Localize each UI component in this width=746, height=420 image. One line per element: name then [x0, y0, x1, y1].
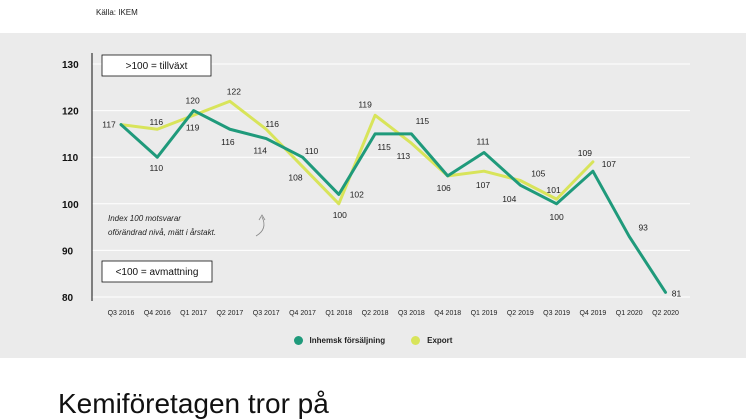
- data-label: 93: [638, 222, 648, 232]
- x-tick-label: Q3 2018: [398, 310, 425, 317]
- series-line-inhemsk: [119, 109, 667, 294]
- x-tick-label: Q4 2016: [144, 310, 171, 317]
- y-tick-label: 80: [62, 293, 74, 304]
- data-label: 119: [358, 99, 372, 109]
- data-label: 110: [305, 146, 319, 156]
- index-note-line2: oförändrad nivå, mätt i årstakt.: [108, 228, 216, 237]
- x-tick-labels: Q3 2016 Q4 2016 Q1 2017 Q2 2017 Q3 2017 Q4 20…: [108, 310, 679, 317]
- y-tick-label: 100: [62, 200, 79, 211]
- decline-box-text: <100 = avmattning: [116, 267, 199, 278]
- data-label: 81: [672, 288, 682, 298]
- data-label: 104: [502, 194, 516, 204]
- series-line-export: [119, 99, 595, 206]
- y-tick-label: 110: [62, 153, 79, 164]
- x-tick-label: Q1 2020: [616, 310, 643, 317]
- data-label: 100: [550, 212, 564, 222]
- data-label: 116: [265, 119, 279, 129]
- data-labels: 117 116 110 120 119 122 116 116 114 110 108 102 100 1…: [102, 86, 681, 298]
- y-tick-label: 90: [62, 246, 74, 257]
- x-tick-label: Q3 2016: [108, 310, 135, 317]
- data-label: 102: [350, 189, 364, 199]
- x-tick-label: Q3 2019: [543, 310, 570, 317]
- data-label: 114: [253, 146, 267, 156]
- x-tick-label: Q1 2018: [325, 310, 352, 317]
- series-lines: [119, 99, 667, 294]
- data-label: 110: [150, 163, 164, 173]
- legend-label: Export: [427, 336, 453, 345]
- legend-item-inhemsk: Inhemsk försäljning: [293, 336, 386, 345]
- data-label: 115: [377, 142, 391, 152]
- legend-dot-icon: [293, 336, 303, 345]
- chart-panel: 80 90 100 110 120 130 Q3 2016 Q4 2016 Q1 2017 Q2…: [0, 33, 746, 358]
- data-label: 100: [333, 210, 347, 220]
- legend-item-export: Export: [411, 336, 452, 345]
- x-tick-label: Q1 2017: [180, 310, 207, 317]
- data-label: 116: [150, 117, 164, 127]
- line-chart: 80 90 100 110 120 130 Q3 2016 Q4 2016 Q1 2017 Q2…: [62, 53, 690, 317]
- headline: Kemiföretagen tror på: [58, 388, 329, 419]
- decline-box: [101, 260, 213, 283]
- chart-legend: Inhemsk försäljning Export: [0, 336, 746, 345]
- x-tick-label: Q2 2020: [652, 310, 679, 317]
- data-label: 106: [437, 183, 451, 193]
- x-tick-label: Q3 2017: [253, 310, 280, 317]
- note-arrow-head-icon: [258, 214, 266, 221]
- data-label: 120: [186, 96, 200, 106]
- data-label: 109: [578, 148, 592, 158]
- x-tick-label: Q2 2017: [216, 310, 243, 317]
- note-arrow-icon: [255, 216, 265, 237]
- data-label: 111: [477, 137, 490, 147]
- x-tick-label: Q4 2019: [579, 310, 606, 317]
- y-tick-label: 130: [62, 60, 79, 71]
- data-label: 119: [186, 122, 200, 132]
- y-tick-label: 120: [62, 107, 79, 118]
- growth-box-text: >100 = tillväxt: [126, 61, 188, 72]
- growth-box: [101, 54, 212, 77]
- x-tick-label: Q2 2018: [362, 310, 389, 317]
- x-tick-label: Q4 2017: [289, 310, 316, 317]
- data-label: 115: [416, 116, 430, 126]
- x-tick-label: Q4 2018: [434, 310, 461, 317]
- y-tick-labels: 80 90 100 110 120 130: [62, 60, 79, 304]
- data-label: 116: [221, 137, 235, 147]
- data-label: 101: [547, 185, 561, 195]
- data-label: 122: [227, 86, 241, 96]
- x-tick-label: Q1 2019: [471, 310, 498, 317]
- legend-label: Inhemsk försäljning: [309, 336, 386, 345]
- data-label: 107: [602, 159, 616, 169]
- data-label: 113: [397, 151, 411, 161]
- index-note-line1: Index 100 motsvarar: [108, 214, 181, 223]
- legend-dot-icon: [411, 336, 421, 345]
- data-label: 105: [531, 169, 545, 179]
- source-label: Källa: IKEM: [96, 8, 138, 17]
- data-label: 108: [288, 173, 302, 183]
- data-label: 107: [476, 180, 490, 190]
- data-label: 117: [102, 120, 116, 130]
- x-tick-label: Q2 2019: [507, 310, 534, 317]
